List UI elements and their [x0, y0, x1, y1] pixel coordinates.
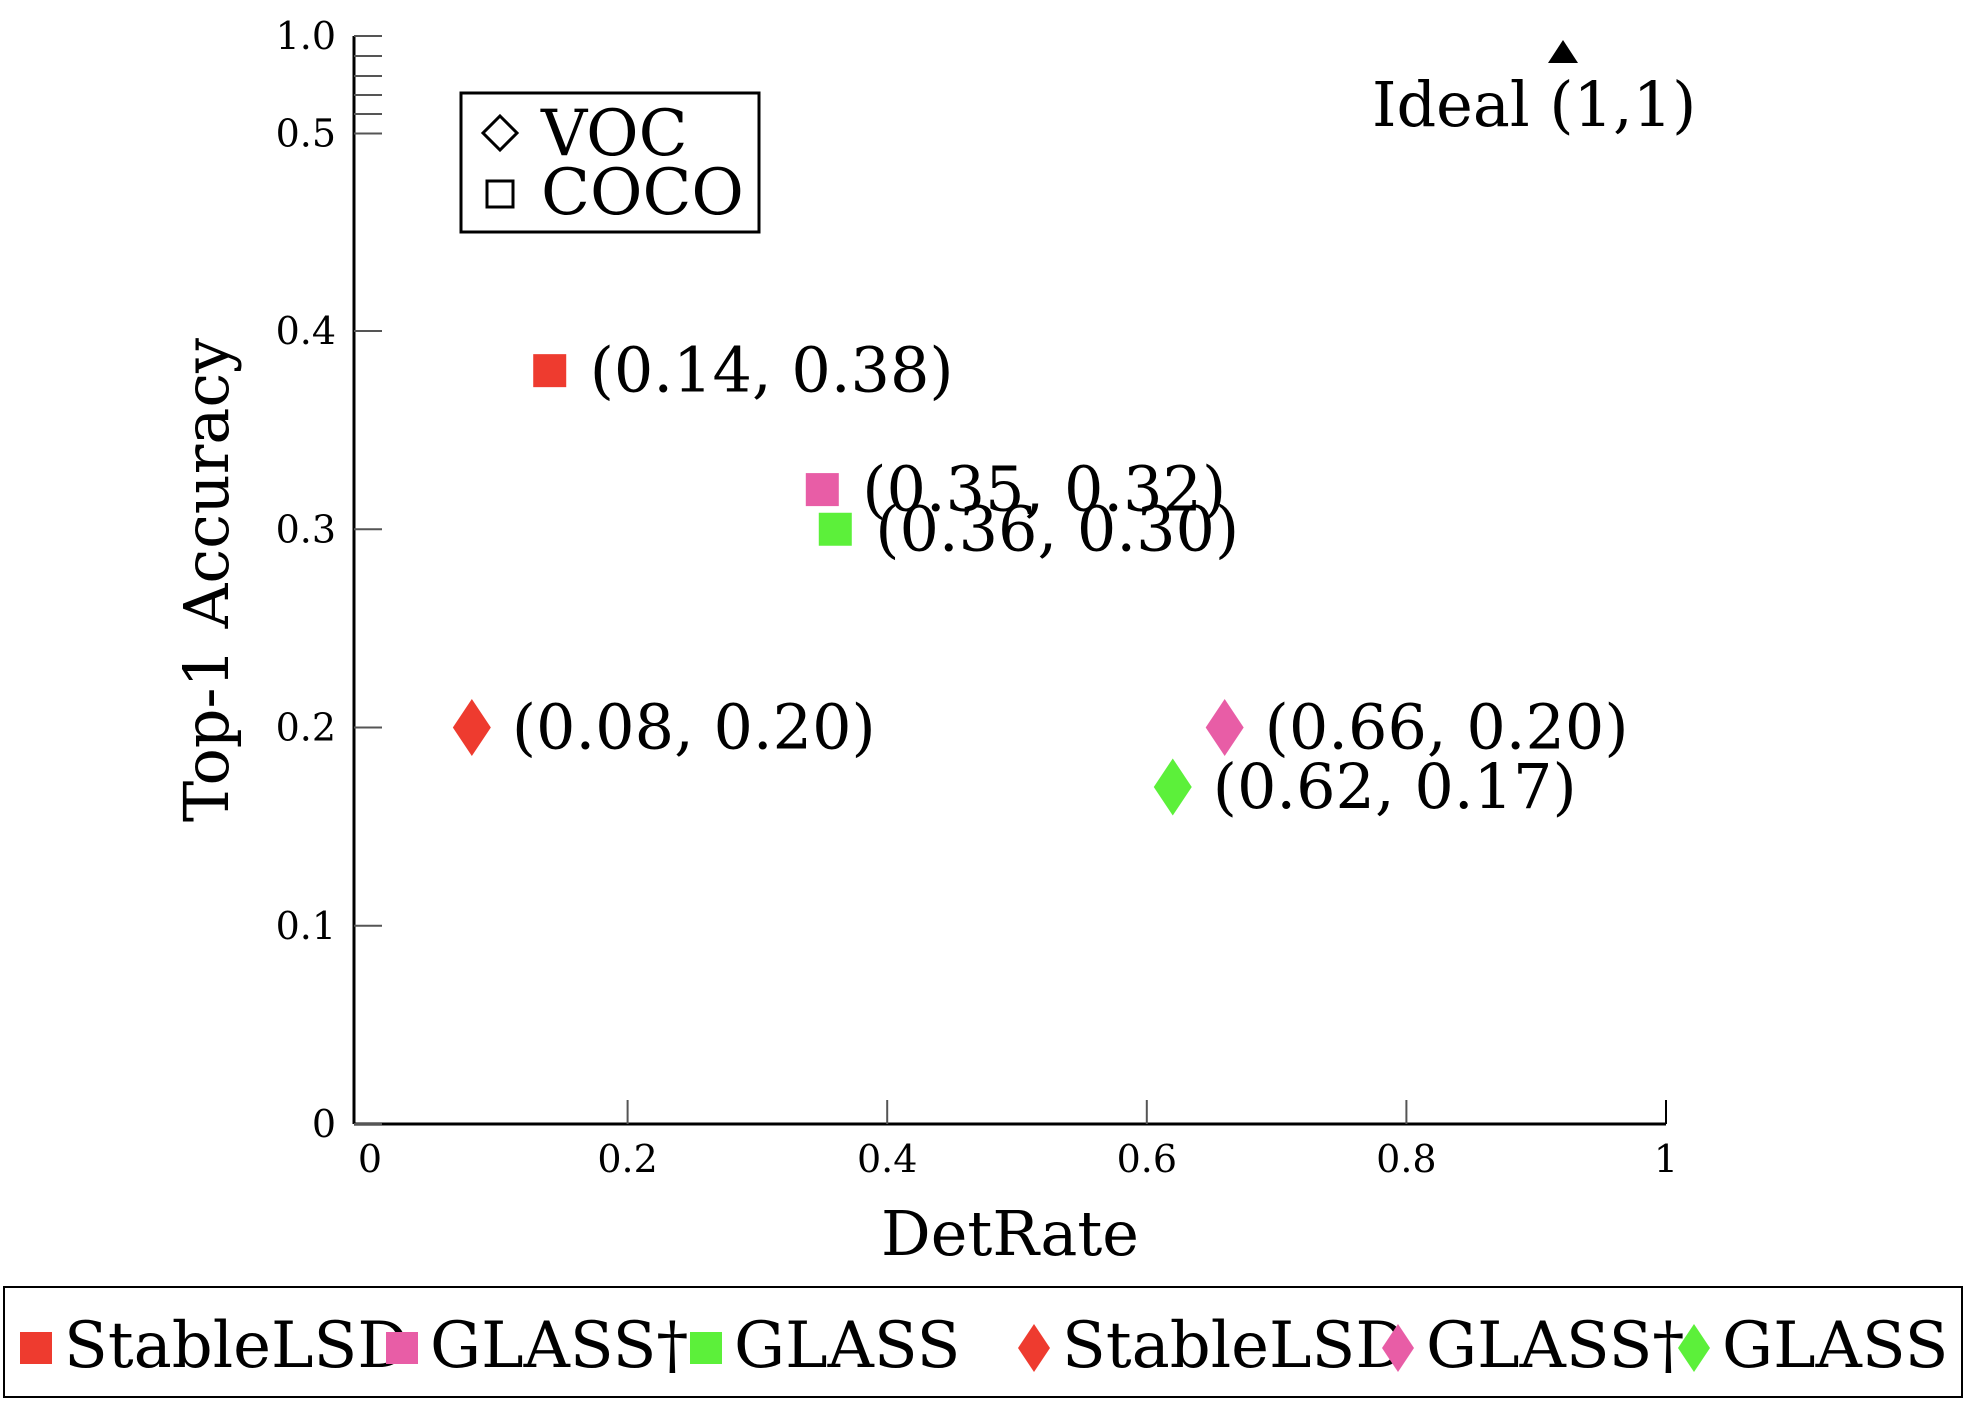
marker-legend: VOC COCO — [459, 91, 761, 234]
marker-legend-box — [459, 91, 761, 234]
diamond-outline-icon — [480, 113, 520, 153]
point-label-voc-stablelsd: (0.08, 0.20) — [512, 691, 876, 764]
point-coco-glass — [818, 512, 852, 546]
point-coco-glass-dagger — [805, 473, 839, 507]
legend-marker-diamond-stablelsd — [1018, 1324, 1050, 1372]
ideal-annotation-label: Ideal (1,1) — [1372, 68, 1696, 141]
legend-marker-square-stablelsd — [20, 1332, 52, 1364]
legend-label-diamond-glass-dagger: GLASS† — [1426, 1309, 1684, 1383]
x-tick-label: 1 — [1654, 1137, 1678, 1181]
point-label-voc-glass: (0.62, 0.17) — [1213, 750, 1577, 823]
point-label-voc-glass-dagger: (0.66, 0.20) — [1265, 691, 1629, 764]
data-points: (0.14, 0.38) (0.35, 0.32)(0.36, 0.30) (0.0… — [452, 334, 1629, 823]
legend-label-square-glass-dagger: GLASS† — [430, 1309, 688, 1383]
legend-marker-diamond-glass-dagger — [1382, 1324, 1414, 1372]
legend-marker-diamond-glass — [1678, 1324, 1710, 1372]
square-outline-icon — [485, 179, 515, 209]
x-tick-label: 0 — [358, 1137, 382, 1181]
point-label-coco-stablelsd: (0.14, 0.38) — [590, 334, 954, 407]
marker-legend-voc: VOC — [540, 97, 688, 171]
legend-label-diamond-glass: GLASS — [1722, 1309, 1948, 1383]
marker-legend-coco: COCO — [541, 156, 744, 230]
y-tick-label: 0.5 — [276, 112, 336, 156]
x-ticks: 0 0.2 0.4 0.6 0.8 1 — [358, 1100, 1678, 1181]
point-label-coco-glass-dagger: (0.35, 0.32) — [862, 453, 1226, 526]
bottom-legend: StableLSD GLASS† GLASS StableLSD GLASS† GLASS — [20, 1309, 1948, 1383]
ideal-annotation: Ideal (1,1) — [1372, 40, 1696, 141]
y-axis-break-ticks — [354, 55, 382, 115]
legend-marker-square-glass-dagger — [386, 1332, 418, 1364]
triangle-marker-icon — [1548, 40, 1578, 63]
y-ticks: 0 0.1 0.2 0.3 0.4 0.5 1.0 — [276, 14, 382, 1146]
point-coco-stablelsd — [533, 354, 567, 388]
y-tick-label: 1.0 — [276, 14, 336, 58]
y-tick-label: 0 — [312, 1102, 336, 1146]
y-tick-label: 0.1 — [276, 904, 336, 948]
x-axis-title: DetRate — [881, 1197, 1139, 1270]
x-tick-label: 0.8 — [1376, 1137, 1436, 1181]
bottom-legend-box — [3, 1286, 1963, 1398]
legend-label-diamond-stablelsd: StableLSD — [1062, 1309, 1407, 1383]
x-tick-label: 0.2 — [597, 1137, 657, 1181]
point-voc-stablelsd — [452, 699, 491, 756]
y-tick-label: 0.2 — [276, 706, 336, 750]
legend-label-square-stablelsd: StableLSD — [64, 1309, 409, 1383]
y-tick-label: 0.3 — [276, 507, 336, 551]
x-tick-label: 0.4 — [857, 1137, 917, 1181]
y-tick-label: 0.4 — [276, 309, 336, 353]
point-label-coco-glass: (0.36, 0.30) — [875, 492, 1239, 565]
x-tick-label: 0.6 — [1117, 1137, 1177, 1181]
point-voc-glass-dagger — [1205, 699, 1244, 756]
legend-marker-square-glass — [690, 1332, 722, 1364]
legend-label-square-glass: GLASS — [734, 1309, 960, 1383]
y-axis-title: Top-1 Accuracy — [170, 338, 243, 822]
point-voc-glass — [1153, 758, 1192, 816]
